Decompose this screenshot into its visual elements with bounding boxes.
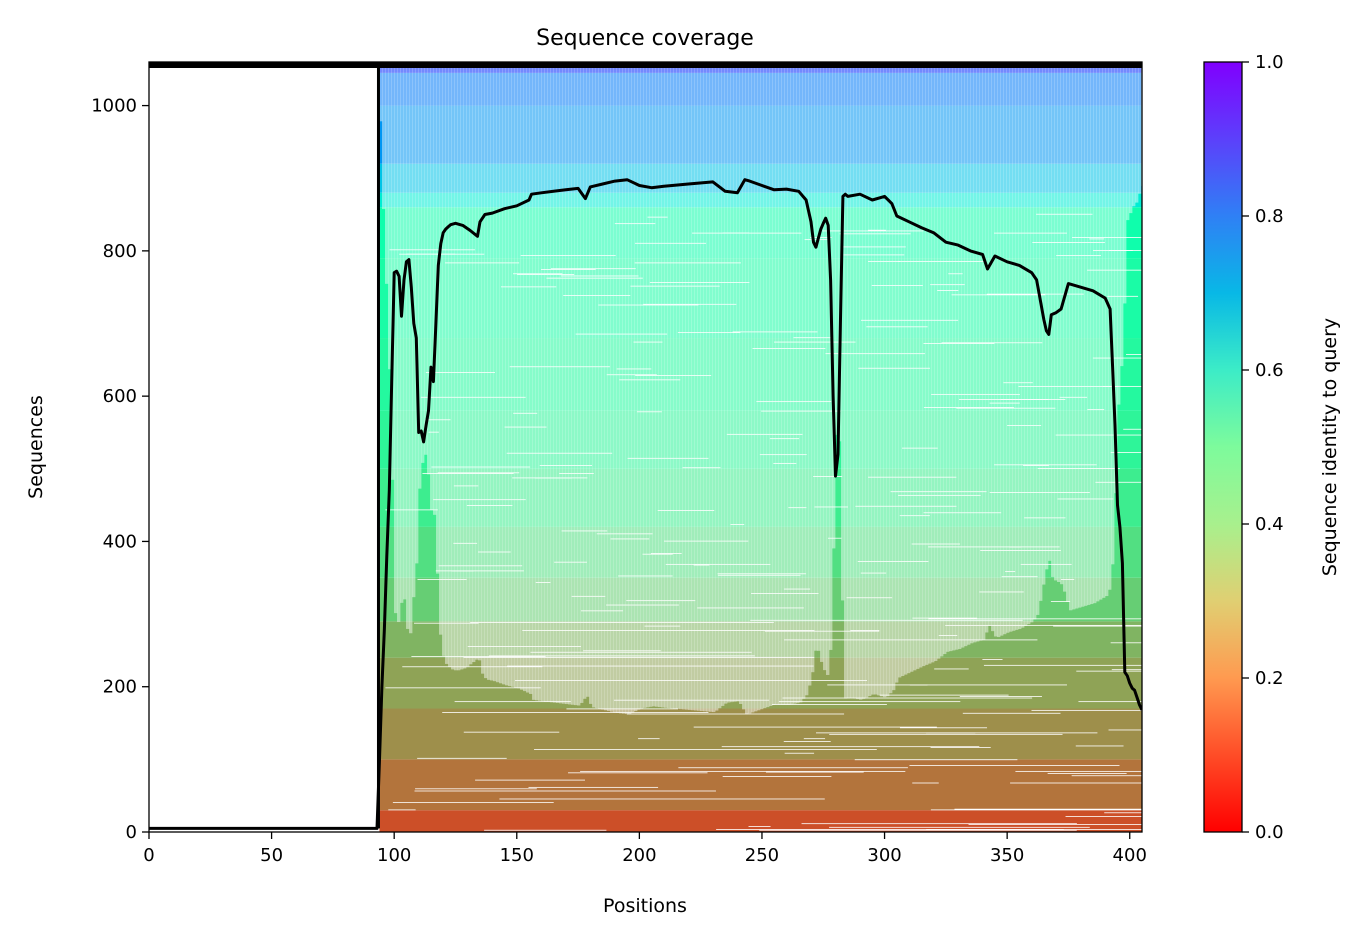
y-tick-label-1: 200 — [103, 677, 137, 698]
y-axis-ticks: 0 200 400 600 800 1000 — [91, 96, 149, 843]
x-axis-label: Positions — [603, 895, 687, 917]
y-tick-label-3: 600 — [103, 386, 137, 407]
x-tick-label-3: 150 — [500, 845, 534, 866]
x-tick-label-0: 0 — [143, 845, 154, 866]
colorbar-tick-label-1: 0.2 — [1255, 668, 1284, 689]
x-tick-label-1: 50 — [260, 845, 283, 866]
colorbar-tick-label-4: 0.8 — [1255, 206, 1284, 227]
coverage-line — [149, 178, 1142, 830]
chart-title: Sequence coverage — [536, 26, 754, 51]
y-axis-label: Sequences — [25, 395, 47, 499]
x-tick-label-5: 250 — [745, 845, 779, 866]
x-axis-ticks: 0 50 100 150 200 250 300 350 400 — [143, 832, 1147, 866]
identity-band-10 — [379, 258, 1142, 339]
y-tick-label-0: 0 — [126, 822, 137, 843]
identity-band-0 — [379, 810, 1142, 832]
identity-band-12 — [379, 192, 1142, 208]
query-coverage-bar-left — [149, 62, 380, 68]
identity-band-7 — [379, 468, 1142, 527]
y-tick-label-5: 1000 — [91, 96, 137, 117]
y-tick-label-2: 400 — [103, 531, 137, 552]
plot-frame — [148, 61, 1143, 833]
identity-band-14 — [379, 105, 1142, 164]
x-tick-label-4: 200 — [622, 845, 656, 866]
x-tick-label-6: 300 — [867, 845, 901, 866]
plot-area — [149, 62, 1142, 832]
identity-band-13 — [379, 163, 1142, 193]
x-tick-label-8: 400 — [1113, 845, 1147, 866]
identity-band-5 — [379, 577, 1142, 622]
x-tick-label-2: 100 — [377, 845, 411, 866]
colorbar-tick-label-0: 0.0 — [1255, 822, 1284, 843]
colorbar-tick-label-2: 0.4 — [1255, 514, 1284, 535]
colorbar-ticks: 0.0 0.2 0.4 0.6 0.8 1.0 — [1242, 52, 1284, 843]
colorbar-label: Sequence identity to query — [1319, 318, 1341, 576]
x-tick-label-7: 350 — [990, 845, 1024, 866]
identity-band-15 — [379, 72, 1142, 106]
alignment-gaps — [379, 62, 1142, 831]
identity-band-9 — [379, 338, 1142, 411]
y-tick-label-4: 800 — [103, 241, 137, 262]
identity-band-8 — [379, 410, 1142, 469]
colorbar-tick-label-5: 1.0 — [1255, 52, 1284, 73]
colorbar — [1203, 61, 1243, 833]
query-coverage-bar — [379, 62, 1142, 68]
colorbar-tick-label-3: 0.6 — [1255, 360, 1284, 381]
